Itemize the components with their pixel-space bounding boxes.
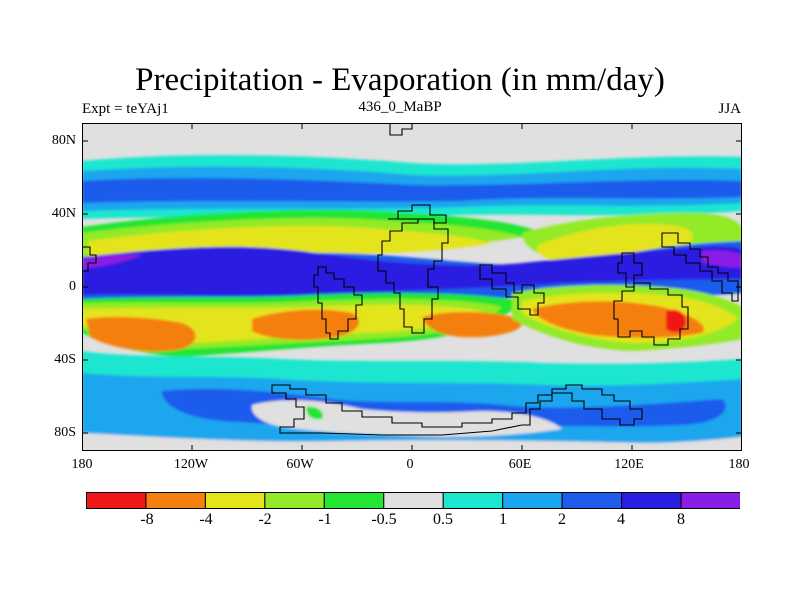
colorbar-box-9	[561, 492, 623, 509]
coast-asia-east	[661, 232, 739, 302]
colorbar-box-3	[204, 492, 266, 509]
shade-north-blue	[82, 178, 742, 203]
coast-africa	[377, 218, 449, 334]
coast-antarctica	[271, 384, 643, 436]
lon-tick-label-60e: 60E	[508, 457, 532, 472]
lon-tick-label-120w: 120W	[173, 457, 209, 472]
colorbar-box-10	[621, 492, 682, 509]
shade-bottom-grey	[82, 433, 742, 451]
lat-tick-label-80s: 80S	[54, 425, 76, 440]
period-label: 436_0_MaBP	[358, 99, 442, 115]
colorbar	[86, 492, 740, 509]
colorbar-label-4: -1	[318, 511, 332, 528]
colorbar-label-6: 0.5	[433, 511, 453, 528]
colorbar-label-3: -2	[258, 511, 272, 528]
colorbar-label-8: 2	[558, 511, 566, 528]
map-ticks	[82, 123, 742, 451]
shade-itcz-purple-west	[82, 254, 142, 269]
lon-tick-label-120e: 120E	[614, 457, 644, 472]
lon-tick-label-60w: 60W	[286, 457, 314, 472]
coast-australia	[613, 282, 689, 346]
colorbar-box-4	[264, 492, 325, 509]
coast-arabia-india	[479, 264, 545, 316]
colorbar-box-7	[442, 492, 504, 509]
colorbar-box-2	[145, 492, 206, 509]
colorbar-box-6	[383, 492, 444, 509]
lat-tick-label-0: 0	[69, 279, 76, 294]
lat-tick-label-40n: 40N	[51, 206, 76, 221]
colorbar-box-11	[680, 492, 740, 509]
plot-title: Precipitation - Evaporation (in mm/day)	[135, 62, 665, 98]
coast-europe	[388, 204, 447, 224]
lon-tick-label-0: 0	[406, 457, 414, 472]
experiment-label: Expt = teYAj1	[82, 101, 169, 117]
shade-antarctic-green-dots	[306, 406, 324, 420]
colorbar-label-10: 8	[677, 511, 685, 528]
precip-evap-map	[82, 123, 742, 451]
coast-south-america	[313, 266, 363, 340]
lon-tick-label-180w: 180	[71, 457, 93, 472]
colorbar-boxes	[86, 492, 740, 509]
shade-australia-red	[666, 309, 686, 333]
shade-itcz-purple-east	[702, 250, 742, 268]
shade-sh-dry-orange-west	[86, 316, 196, 352]
colorbar-box-8	[502, 492, 563, 509]
field-shading	[82, 123, 742, 451]
shade-itcz-darkblue	[82, 246, 742, 296]
shade-sh-dry-orange-atlantic	[422, 311, 523, 338]
colorbar-box-5	[323, 492, 385, 509]
coast-north-america-west	[82, 246, 97, 272]
colorbar-label-1: -8	[140, 511, 154, 528]
colorbar-label-5: -0.5	[371, 511, 397, 528]
colorbar-box-1	[86, 492, 147, 509]
lon-tick-label-180e: 180	[728, 457, 750, 472]
lat-tick-label-80n: 80N	[51, 133, 76, 148]
season-label: JJA	[718, 101, 741, 117]
lat-tick-label-40s: 40S	[54, 352, 76, 367]
shade-antarctic-grey	[251, 400, 562, 437]
coast-greenland	[389, 123, 413, 136]
coastlines	[82, 123, 739, 436]
colorbar-label-2: -4	[199, 511, 213, 528]
colorbar-label-9: 4	[617, 511, 625, 528]
colorbar-label-7: 1	[499, 511, 507, 528]
shade-sh-dry-orange-pacific	[252, 309, 359, 340]
